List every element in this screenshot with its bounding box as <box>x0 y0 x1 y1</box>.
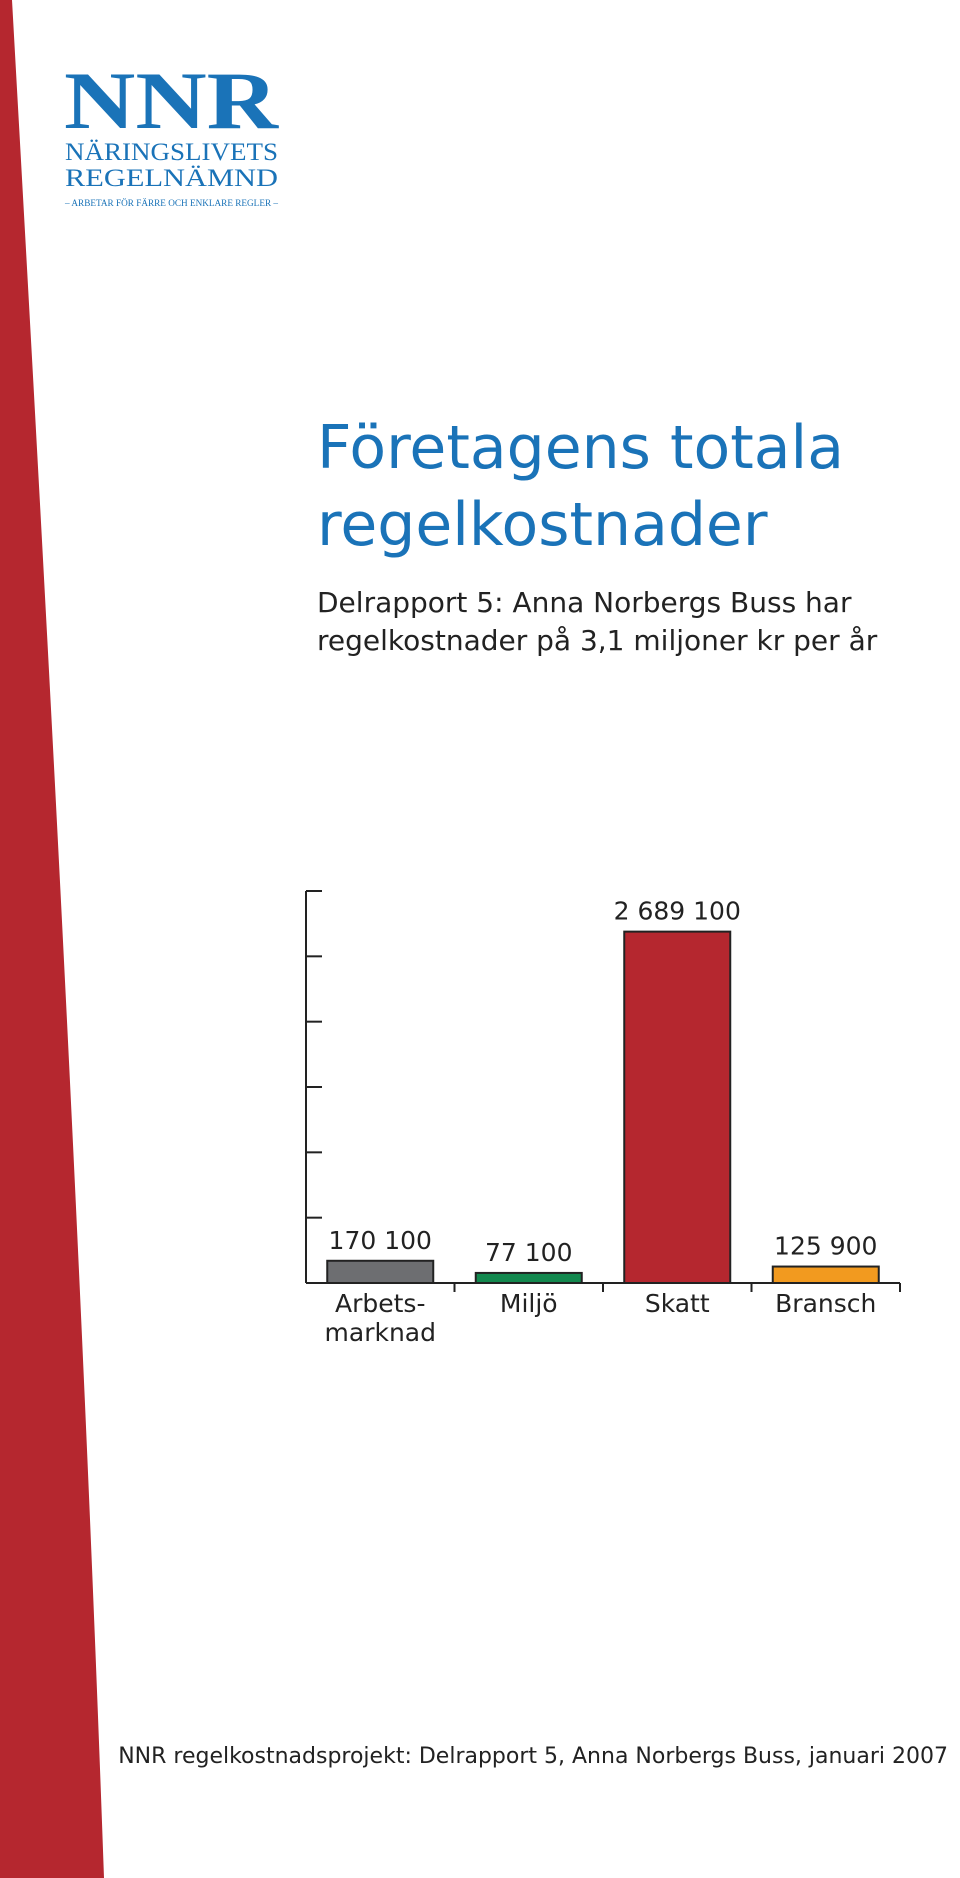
title: Företagens totala <box>317 413 844 483</box>
chart: 170 100 Arbets-marknad 77 100 Miljö 2 689 10… <box>305 890 901 1347</box>
value-label: 125 900 <box>774 1232 877 1261</box>
x-tick-label: Bransch <box>775 1289 876 1318</box>
bar <box>623 930 732 1284</box>
title: regelkostnader <box>317 490 768 560</box>
logo-mark: NNR <box>64 55 279 146</box>
bar <box>474 1271 583 1285</box>
subtitle: Delrapport 5: Anna Norbergs Buss har <box>317 586 852 619</box>
value-label: 77 100 <box>485 1238 572 1267</box>
subtitle: regelkostnader på 3,1 miljoner kr per år <box>317 624 878 657</box>
logo-name: REGELNÄMND <box>65 165 278 192</box>
x-tick-label: Arbets-marknad <box>325 1289 436 1347</box>
logo-name: NÄRINGSLIVETS <box>65 139 278 166</box>
bar <box>326 1259 435 1284</box>
x-tick-label: Miljö <box>500 1289 558 1318</box>
bar <box>771 1265 880 1285</box>
value-label: 170 100 <box>329 1226 432 1255</box>
x-tick-label: Skatt <box>645 1289 710 1318</box>
value-label: 2 689 100 <box>614 897 741 926</box>
logo-tagline: – ARBETAR FÖR FÄRRE OCH ENKLARE REGLER – <box>64 198 279 208</box>
side-swoosh <box>0 0 104 1878</box>
footer: NNR regelkostnadsprojekt: Delrapport 5, … <box>118 1744 948 1769</box>
